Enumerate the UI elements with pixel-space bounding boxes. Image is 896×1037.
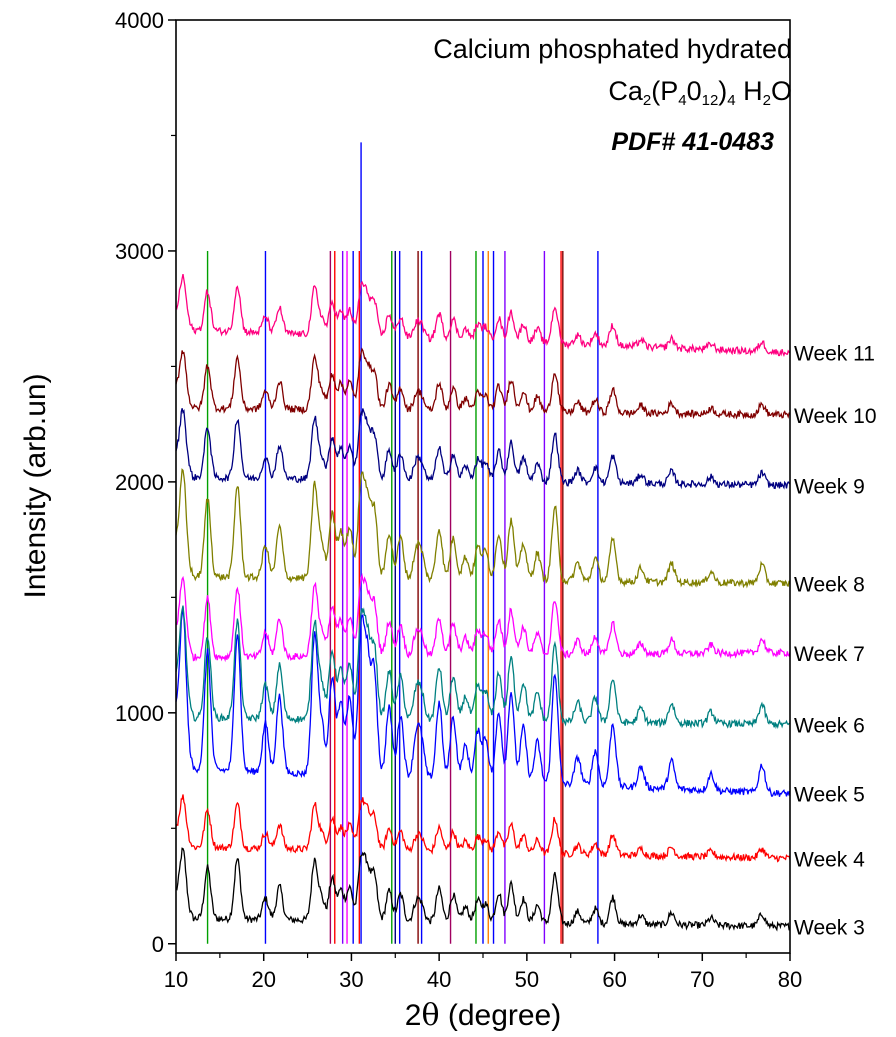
series-label-week-10: Week 10 xyxy=(794,405,877,428)
x-tick-label-50: 50 xyxy=(515,967,539,992)
reference-lines xyxy=(206,142,599,944)
y-axis-label: Intensity (arb.un) xyxy=(19,373,52,598)
x-tick-label-40: 40 xyxy=(427,967,451,992)
series-line-week-11 xyxy=(175,273,791,358)
series-line-week-8 xyxy=(175,468,791,589)
series-line-week-7 xyxy=(175,572,791,663)
series-line-week-10 xyxy=(175,347,791,420)
series-label-week-6: Week 6 xyxy=(794,714,865,737)
x-tick-label-80: 80 xyxy=(778,967,802,992)
chart-title: Calcium phosphated hydrated xyxy=(433,34,792,64)
y-tick-label-3000: 3000 xyxy=(115,239,164,264)
x-tick-label-30: 30 xyxy=(339,967,363,992)
y-tick-label-0: 0 xyxy=(152,932,164,957)
series-label-week-5: Week 5 xyxy=(794,784,865,807)
x-tick-label-70: 70 xyxy=(690,967,714,992)
series-label-week-4: Week 4 xyxy=(794,848,865,871)
series-line-week-5 xyxy=(175,607,791,797)
series-lines xyxy=(175,273,791,932)
x-axis-label: 2θ (degree) xyxy=(405,998,561,1033)
series-label-week-9: Week 9 xyxy=(794,475,865,498)
series-labels: Week 3 Week 4 Week 5 Week 6 Week 7 Week 8 Week… xyxy=(794,343,877,940)
x-tick-label-20: 20 xyxy=(251,967,275,992)
y-tick-label-4000: 4000 xyxy=(115,8,164,33)
series-label-week-3: Week 3 xyxy=(794,916,865,939)
pdf-card-label: PDF# 41-0483 xyxy=(611,128,774,156)
series-line-week-4 xyxy=(175,794,791,863)
series-line-week-6 xyxy=(175,605,791,730)
series-line-week-9 xyxy=(175,408,791,490)
series-label-week-11: Week 11 xyxy=(794,343,875,366)
y-axis-ticks: 0 1000 2000 3000 4000 xyxy=(115,8,176,957)
x-tick-label-10: 10 xyxy=(164,967,188,992)
series-label-week-8: Week 8 xyxy=(794,573,865,596)
x-axis-ticks: 10 20 30 40 50 60 70 80 xyxy=(164,953,802,992)
y-tick-label-2000: 2000 xyxy=(115,470,164,495)
series-label-week-7: Week 7 xyxy=(794,643,865,666)
y-tick-label-1000: 1000 xyxy=(115,701,164,726)
chemical-formula: Ca2(P4012)4 H2O xyxy=(608,76,792,109)
series-line-week-3 xyxy=(175,847,791,932)
x-tick-label-60: 60 xyxy=(602,967,626,992)
